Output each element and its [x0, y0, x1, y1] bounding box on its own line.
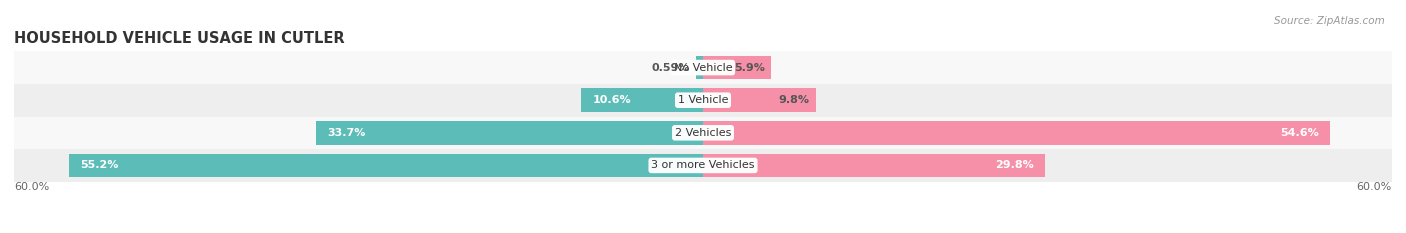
- Text: 55.2%: 55.2%: [80, 161, 120, 170]
- Text: 33.7%: 33.7%: [328, 128, 366, 138]
- Text: 60.0%: 60.0%: [1357, 182, 1392, 192]
- Bar: [581, 89, 703, 112]
- Bar: [14, 149, 1392, 182]
- Text: 2 Vehicles: 2 Vehicles: [675, 128, 731, 138]
- Text: 54.6%: 54.6%: [1279, 128, 1319, 138]
- Text: 3 or more Vehicles: 3 or more Vehicles: [651, 161, 755, 170]
- Bar: [703, 56, 770, 79]
- Text: 5.9%: 5.9%: [734, 63, 765, 72]
- Text: 9.8%: 9.8%: [779, 95, 810, 105]
- Text: Source: ZipAtlas.com: Source: ZipAtlas.com: [1274, 16, 1385, 26]
- Bar: [703, 154, 1045, 177]
- Text: 1 Vehicle: 1 Vehicle: [678, 95, 728, 105]
- Bar: [696, 56, 703, 79]
- Text: HOUSEHOLD VEHICLE USAGE IN CUTLER: HOUSEHOLD VEHICLE USAGE IN CUTLER: [14, 31, 344, 46]
- Bar: [316, 121, 703, 144]
- Text: 29.8%: 29.8%: [995, 161, 1033, 170]
- Bar: [14, 116, 1392, 149]
- Bar: [14, 84, 1392, 116]
- Bar: [703, 89, 815, 112]
- Text: 0.59%: 0.59%: [652, 63, 690, 72]
- Bar: [703, 121, 1330, 144]
- Text: No Vehicle: No Vehicle: [673, 63, 733, 72]
- Text: 60.0%: 60.0%: [14, 182, 49, 192]
- Bar: [14, 51, 1392, 84]
- Text: 10.6%: 10.6%: [593, 95, 631, 105]
- Bar: [69, 154, 703, 177]
